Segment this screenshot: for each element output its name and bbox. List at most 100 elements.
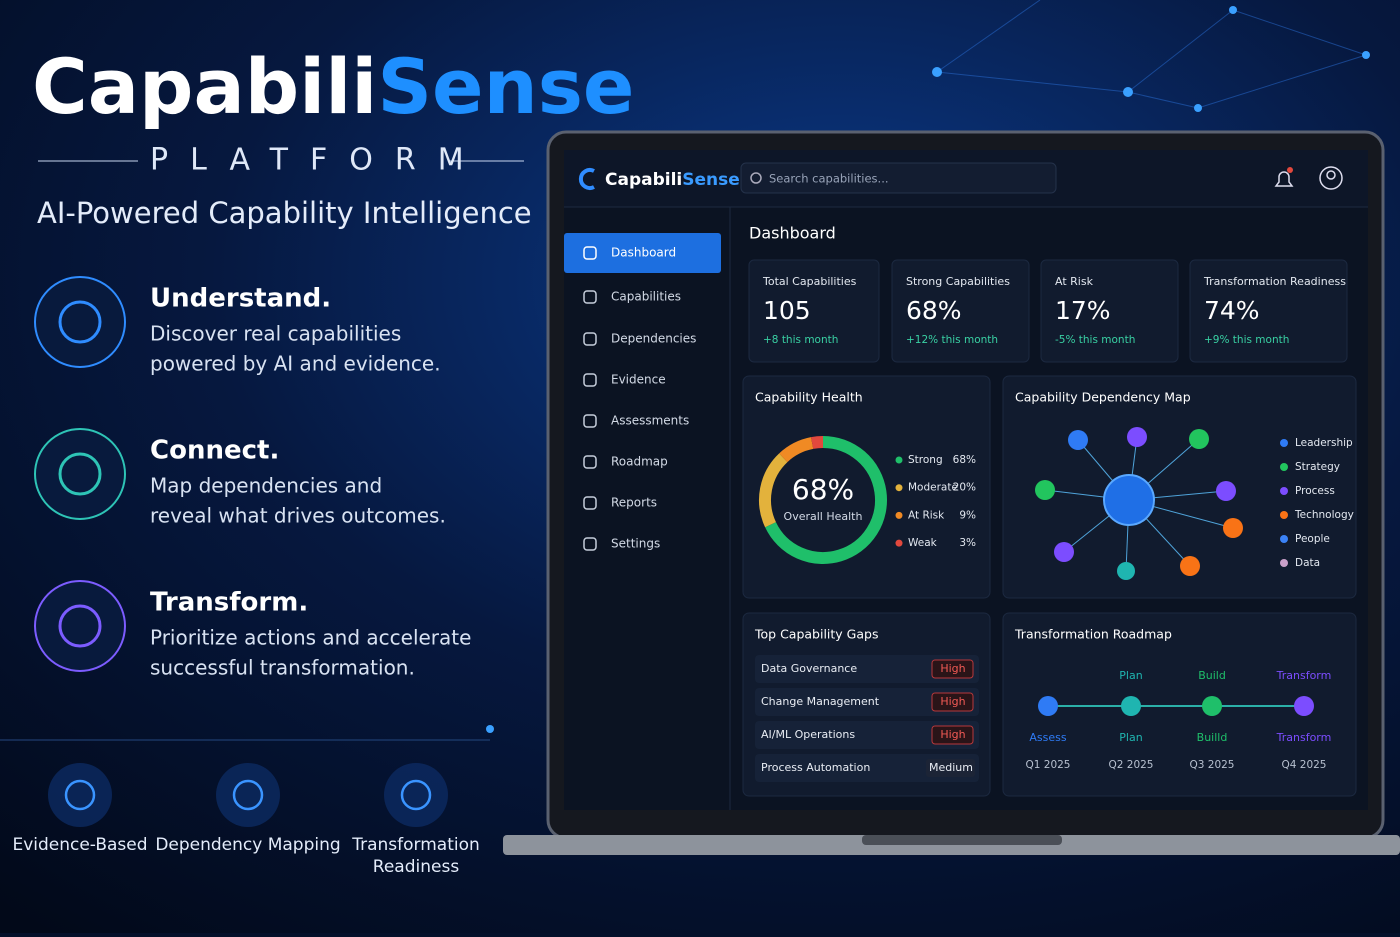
kpi-value: 105 [763,296,811,325]
donut-segment [811,436,824,449]
notification-dot [1287,167,1293,173]
kpi-label: Strong Capabilities [906,275,1010,288]
feature-icon [34,580,126,672]
roadmap-node [1038,696,1058,716]
badge-label: Dependency Mapping [155,835,340,855]
dependency-node [1180,556,1200,576]
legend-dot [895,484,903,492]
dependency-hub [1103,474,1155,526]
badge-icon [216,763,280,827]
bell-icon[interactable] [1274,171,1294,187]
feature-text: Prioritize actions and accelerate [150,626,471,650]
feature-title: Transform. [150,588,308,618]
nav-item[interactable]: Capabilities [611,290,681,304]
dependency-node [1117,562,1135,580]
nav-item[interactable]: Dependencies [611,332,696,346]
legend-dot [1280,487,1288,495]
nav-icon [583,414,597,428]
kpi-value: 68% [906,296,962,325]
gap-row [755,688,979,716]
badge-icon-ring [232,779,264,811]
legend-name: Process [1295,485,1335,497]
donut-segment [779,437,814,463]
kpi-label: Total Capabilities [762,275,857,288]
badge-icon-ring [64,779,96,811]
nav-item[interactable]: Evidence [611,373,666,387]
legend-dot [1280,439,1288,447]
search-box[interactable] [740,162,1057,194]
nav-icon [583,332,597,346]
roadmap-node [1202,696,1222,716]
gap-row [755,721,979,749]
legend-dot [1280,559,1288,567]
logo-second: Sense [682,170,740,190]
badge-icon [384,763,448,827]
badge-label: Evidence-Based [12,835,147,855]
nav-icon [583,455,597,469]
gap-name: Process Automation [761,761,870,774]
panel [742,375,991,599]
stage-top-label: Plan [1119,669,1142,682]
donut-segment [765,436,887,564]
kpi-card [891,259,1030,363]
app-logo: CapabiliSense [605,170,740,190]
badge-icon-ring [400,779,432,811]
nav-icon [583,496,597,510]
dependency-node [1035,480,1055,500]
kpi-delta: +12% this month [906,334,998,346]
user-icon[interactable] [1319,166,1343,190]
panel-title: Top Capability Gaps [754,627,878,642]
gap-row [755,655,979,683]
stage-label: Plan [1119,731,1142,744]
feature-icon-core [58,452,102,496]
kpi-label: Transformation Readiness [1203,275,1346,288]
search-icon [750,172,762,184]
feature-title: Understand. [150,284,331,314]
kpi-label: At Risk [1055,275,1094,288]
panel [1002,612,1357,797]
nav-active [564,233,721,273]
gap-severity: High [940,662,965,675]
legend-name: Strategy [1295,461,1340,473]
gap-severity: High [940,728,965,741]
gap-name: AI/ML Operations [761,728,855,741]
nav-icon [583,373,597,387]
roadmap-node [1294,696,1314,716]
feature-text: powered by AI and evidence. [150,352,441,376]
gap-name: Data Governance [761,662,857,675]
laptop-notch [862,835,1062,845]
legend-value: 20% [953,482,976,494]
kpi-card [748,259,880,363]
feature-icon [34,276,126,368]
donut-center-label: Overall Health [784,510,863,523]
legend-name: Technology [1294,509,1354,521]
brand-first: Capabili [32,42,377,131]
stage-label: Builld [1197,731,1228,744]
feature-icon-core [58,300,102,344]
nav-item[interactable]: Roadmap [611,455,668,469]
nav-item[interactable]: Reports [611,496,657,510]
feature-icon [34,428,126,520]
kpi-value: 17% [1055,296,1111,325]
feature-title: Connect. [150,436,279,466]
feature-text: reveal what drives outcomes. [150,504,446,528]
stage-label: Assess [1029,731,1066,744]
legend-dot [895,511,903,519]
legend-name: Weak [908,537,938,549]
badge-icon [48,763,112,827]
stage-date: Q1 2025 [1025,759,1070,771]
network-nodes [486,6,1370,733]
kpi-card [1189,259,1348,363]
nav-item[interactable]: Settings [611,537,660,551]
legend-dot [1280,463,1288,471]
panel-title: Transformation Roadmap [1014,627,1172,642]
stage-top-label: Build [1198,669,1226,682]
severity-badge [931,692,974,712]
nav-item[interactable]: Assessments [611,414,689,428]
legend-value: 68% [953,454,976,466]
badge-label: Readiness [373,857,460,877]
brand-second: Sense [377,42,634,131]
nav-item[interactable]: Dashboard [611,246,676,260]
kpi-card [1040,259,1179,363]
